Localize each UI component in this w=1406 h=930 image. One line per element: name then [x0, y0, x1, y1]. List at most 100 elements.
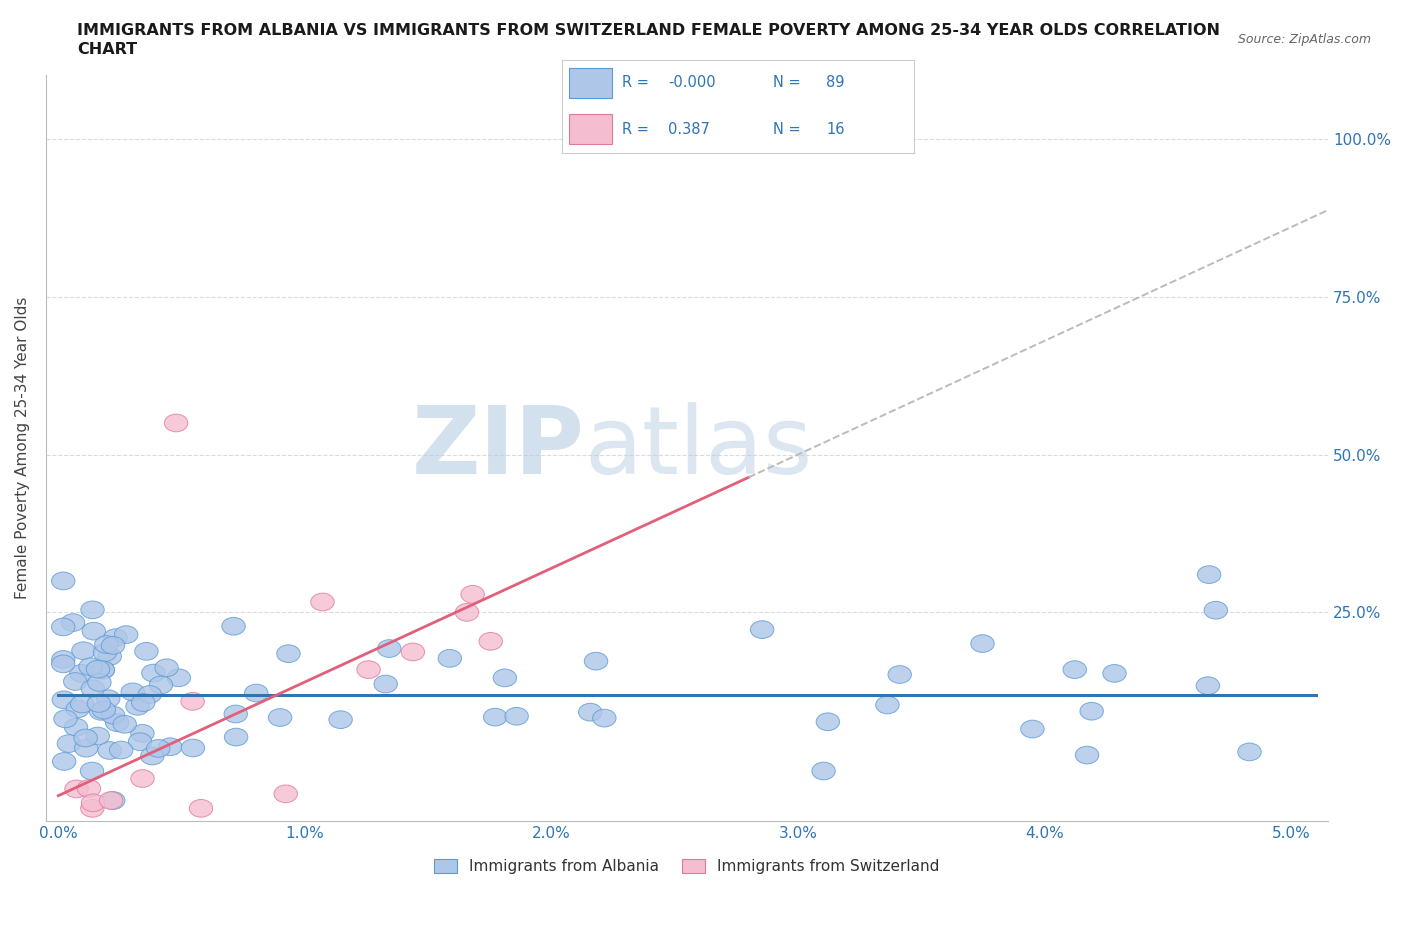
Ellipse shape	[91, 701, 115, 719]
Ellipse shape	[1063, 661, 1087, 679]
Ellipse shape	[439, 649, 461, 667]
Ellipse shape	[80, 800, 104, 817]
Ellipse shape	[401, 644, 425, 661]
Ellipse shape	[87, 673, 111, 691]
Text: 16: 16	[827, 122, 845, 137]
Ellipse shape	[461, 586, 484, 604]
Ellipse shape	[86, 727, 110, 745]
Ellipse shape	[479, 632, 502, 650]
Ellipse shape	[135, 643, 157, 660]
Ellipse shape	[593, 710, 616, 727]
Ellipse shape	[329, 711, 353, 728]
Ellipse shape	[970, 634, 994, 653]
Ellipse shape	[91, 661, 114, 679]
Ellipse shape	[91, 661, 115, 679]
Ellipse shape	[751, 620, 773, 639]
Ellipse shape	[222, 618, 245, 635]
Ellipse shape	[889, 666, 911, 684]
Ellipse shape	[1197, 677, 1219, 695]
FancyBboxPatch shape	[569, 114, 612, 144]
Ellipse shape	[159, 737, 181, 755]
Text: CHART: CHART	[77, 42, 138, 57]
Text: R =: R =	[621, 122, 650, 137]
Ellipse shape	[114, 626, 138, 644]
Text: N =: N =	[773, 75, 801, 90]
Ellipse shape	[1204, 602, 1227, 619]
Ellipse shape	[225, 728, 247, 746]
Ellipse shape	[101, 791, 125, 809]
Text: 0.387: 0.387	[668, 122, 710, 137]
Ellipse shape	[52, 651, 75, 669]
Ellipse shape	[104, 629, 127, 646]
Text: ZIP: ZIP	[412, 402, 585, 494]
Ellipse shape	[1237, 743, 1261, 761]
Ellipse shape	[97, 690, 120, 708]
Ellipse shape	[815, 713, 839, 731]
Ellipse shape	[585, 652, 607, 670]
Ellipse shape	[811, 763, 835, 780]
Ellipse shape	[89, 702, 112, 720]
Ellipse shape	[1102, 665, 1126, 683]
Ellipse shape	[138, 685, 162, 703]
Ellipse shape	[82, 794, 104, 812]
Ellipse shape	[86, 660, 110, 678]
Ellipse shape	[181, 739, 205, 757]
Ellipse shape	[146, 739, 170, 757]
Ellipse shape	[112, 715, 136, 733]
Legend: Immigrants from Albania, Immigrants from Switzerland: Immigrants from Albania, Immigrants from…	[429, 853, 946, 881]
Ellipse shape	[378, 640, 401, 658]
Ellipse shape	[52, 655, 75, 672]
Ellipse shape	[121, 683, 145, 700]
Ellipse shape	[131, 770, 155, 788]
Ellipse shape	[58, 735, 80, 752]
Ellipse shape	[110, 741, 134, 759]
Text: IMMIGRANTS FROM ALBANIA VS IMMIGRANTS FROM SWITZERLAND FEMALE POVERTY AMONG 25-3: IMMIGRANTS FROM ALBANIA VS IMMIGRANTS FR…	[77, 23, 1220, 38]
Ellipse shape	[131, 724, 155, 742]
Ellipse shape	[1080, 702, 1104, 720]
Text: 89: 89	[827, 75, 845, 90]
Ellipse shape	[105, 713, 129, 731]
Ellipse shape	[101, 706, 125, 724]
Ellipse shape	[70, 695, 94, 713]
FancyBboxPatch shape	[569, 68, 612, 98]
Ellipse shape	[87, 695, 111, 712]
Ellipse shape	[52, 752, 76, 770]
Ellipse shape	[82, 680, 104, 698]
Ellipse shape	[65, 719, 87, 737]
Ellipse shape	[132, 694, 155, 711]
Ellipse shape	[100, 791, 122, 809]
Ellipse shape	[1021, 720, 1045, 737]
Ellipse shape	[357, 660, 380, 679]
Ellipse shape	[93, 644, 117, 661]
Ellipse shape	[82, 622, 105, 640]
Ellipse shape	[1076, 746, 1098, 764]
Ellipse shape	[311, 593, 335, 611]
Ellipse shape	[245, 684, 269, 702]
Ellipse shape	[167, 669, 190, 686]
Ellipse shape	[75, 739, 98, 757]
Ellipse shape	[505, 708, 529, 725]
Ellipse shape	[101, 636, 125, 655]
Ellipse shape	[141, 747, 165, 764]
Ellipse shape	[142, 664, 165, 682]
Y-axis label: Female Poverty Among 25-34 Year Olds: Female Poverty Among 25-34 Year Olds	[15, 297, 30, 600]
Ellipse shape	[578, 703, 602, 721]
Text: Source: ZipAtlas.com: Source: ZipAtlas.com	[1237, 33, 1371, 46]
Text: atlas: atlas	[585, 402, 813, 494]
Ellipse shape	[70, 665, 93, 683]
Ellipse shape	[456, 604, 478, 621]
Ellipse shape	[94, 635, 118, 654]
Text: N =: N =	[773, 122, 801, 137]
Ellipse shape	[80, 601, 104, 618]
Ellipse shape	[72, 642, 96, 659]
Ellipse shape	[374, 675, 398, 693]
Ellipse shape	[65, 780, 89, 798]
Ellipse shape	[53, 710, 77, 728]
Ellipse shape	[277, 644, 299, 662]
Ellipse shape	[224, 705, 247, 723]
Text: R =: R =	[621, 75, 650, 90]
Ellipse shape	[63, 672, 87, 690]
Ellipse shape	[79, 658, 103, 675]
Ellipse shape	[128, 733, 152, 751]
Ellipse shape	[98, 741, 121, 759]
